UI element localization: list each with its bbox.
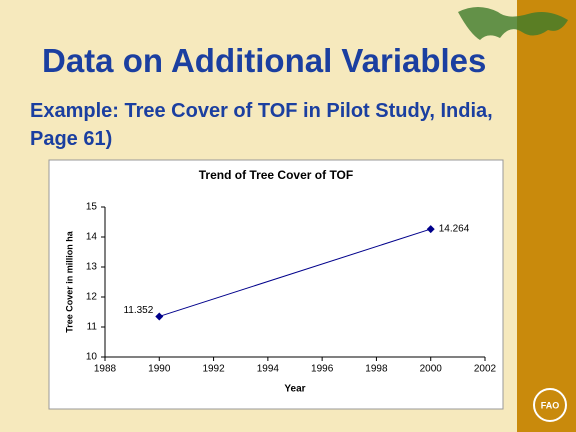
y-axis-label: Tree Cover in million ha [64,230,74,333]
chart-title: Trend of Tree Cover of TOF [199,168,353,182]
slide-title: Data on Additional Variables [42,42,487,79]
data-label: 11.352 [123,305,153,316]
chart-frame [48,159,504,410]
x-tick-label: 1992 [202,364,225,375]
x-tick-label: 1998 [365,364,388,375]
svg-text:FAO: FAO [541,400,560,410]
x-tick-label: 1990 [148,364,171,375]
x-tick-label: 2002 [474,364,497,375]
x-tick-label: 1996 [311,364,334,375]
data-line [159,228,431,317]
y-tick-label: 14 [86,232,98,243]
data-point [426,225,435,234]
x-axis-label: Year [284,384,305,395]
y-tick-label: 13 [86,262,98,273]
x-tick-label: 1994 [257,364,280,375]
data-label: 14.264 [439,224,470,235]
y-tick-label: 15 [86,202,98,213]
y-tick-label: 12 [86,292,98,303]
y-tick-label: 11 [87,322,98,333]
side-strip [517,0,576,432]
x-tick-label: 1988 [94,364,117,375]
data-point [155,312,164,321]
y-tick-label: 10 [86,352,98,363]
slide-subtitle: Example: Tree Cover of TOF in Pilot Stud… [30,100,493,150]
x-tick-label: 2000 [420,364,443,375]
